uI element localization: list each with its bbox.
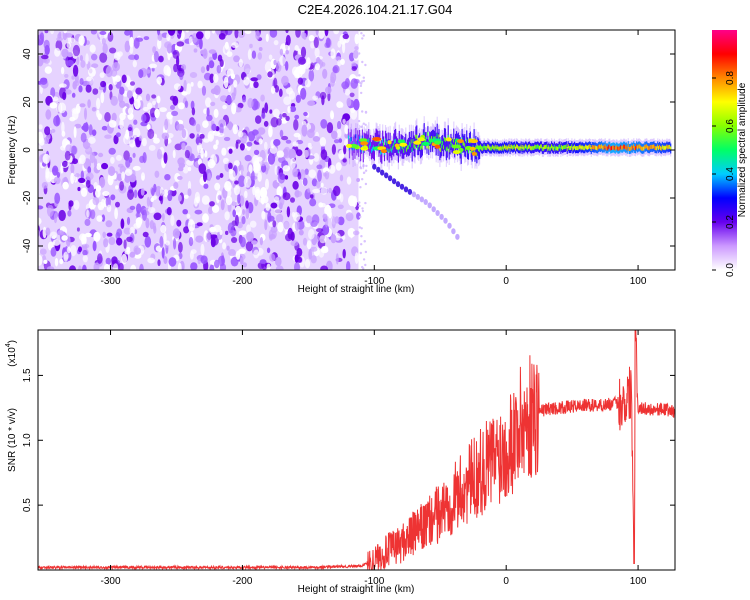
snr-x-label: Height of straight line (km) (298, 584, 415, 595)
snr-panel: -300 -200 -100 0 100 0.5 1.0 1.5 Height of str… (5, 329, 676, 595)
heatmap-y-tick-label: 0 (22, 147, 33, 153)
snr-multiplier: (x104) (5, 340, 18, 367)
heatmap-y-tick-label: 20 (22, 96, 33, 108)
colorbar-label: Normalized spectral amplitude (737, 82, 748, 217)
colorbar-tick-label: 0.2 (725, 215, 736, 229)
heatmap-y-tick-label: -40 (22, 238, 33, 253)
snr-frame (37, 329, 676, 571)
colorbar-ticks: 0.0 0.2 0.4 0.6 0.8 (712, 71, 736, 277)
snr-x-tick-label: -300 (101, 576, 121, 587)
signal-band (346, 116, 672, 171)
snr-y-tick-label: 1.5 (22, 368, 33, 382)
colorbar-tick-label: 0.4 (725, 167, 736, 181)
heatmap-x-tick-label: 0 (503, 276, 509, 287)
snr-x-tick-label: 0 (503, 576, 509, 587)
heatmap-y-tick-label: -20 (22, 190, 33, 205)
snr-x-tick-label: -100 (364, 576, 384, 587)
colorbar: 0.0 0.2 0.4 0.6 0.8 Normalized spectral ampl… (712, 30, 748, 277)
heatmap-y-label: Frequency (Hz) (7, 116, 18, 185)
snr-x-axis: -300 -200 -100 0 100 (101, 330, 647, 587)
colorbar-scale (712, 30, 737, 270)
snr-y-tick-label: 0.5 (22, 498, 33, 512)
heatmap-x-tick-label: 100 (630, 276, 647, 287)
heatmap-x-tick-label: -300 (101, 276, 121, 287)
heatmap-y-axis: -40 -20 0 20 40 (22, 48, 675, 253)
colorbar-tick-label: 0.8 (725, 71, 736, 85)
descending-trace (372, 163, 460, 240)
colorbar-tick-label: 0.6 (725, 119, 736, 133)
noise-speckle (38, 30, 368, 270)
figure-title: C2E4.2026.104.21.17.G04 (298, 2, 453, 17)
colorbar-tick-label: 0.0 (725, 263, 736, 277)
snr-y-axis: 0.5 1.0 1.5 (22, 368, 675, 512)
snr-y-label: SNR (10 * v/v) (7, 408, 18, 472)
heatmap-x-label: Height of straight line (km) (298, 284, 415, 295)
heatmap-x-tick-label: -200 (232, 276, 252, 287)
snr-y-tick-label: 1.0 (22, 433, 33, 447)
snr-x-tick-label: 100 (630, 576, 647, 587)
svg-text:(x104): (x104) (5, 340, 18, 367)
heatmap-y-tick-label: 40 (22, 48, 33, 60)
heatmap-x-axis: -300 -200 -100 0 100 (101, 30, 647, 287)
snr-x-tick-label: -200 (232, 576, 252, 587)
snr-series-line (38, 330, 675, 570)
heatmap-x-tick-label: -100 (364, 276, 384, 287)
heatmap-body (38, 30, 672, 270)
